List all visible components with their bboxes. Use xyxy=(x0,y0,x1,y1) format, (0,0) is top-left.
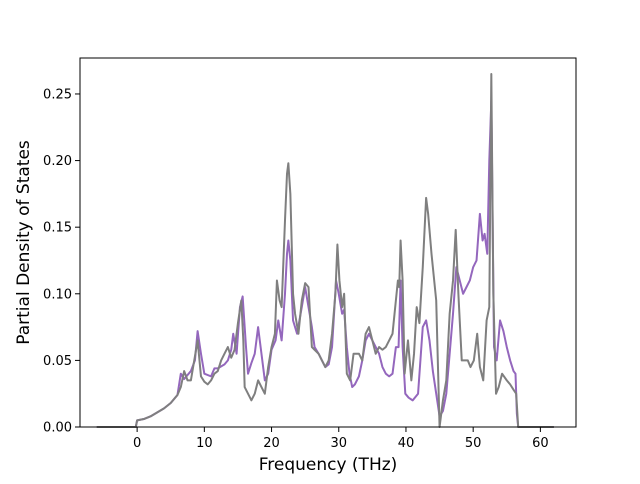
x-axis-label: Frequency (THz) xyxy=(259,455,398,475)
x-tick-label: 60 xyxy=(532,436,549,451)
x-tick-label: 40 xyxy=(398,436,415,451)
y-tick-label: 0.10 xyxy=(43,287,72,302)
x-tick-label: 0 xyxy=(133,436,141,451)
x-tick-label: 10 xyxy=(196,436,213,451)
x-axis-ticks: 0 10 20 30 40 50 60 xyxy=(133,427,549,451)
y-axis-ticks: 0.00 0.05 0.10 0.15 0.20 0.25 xyxy=(43,87,80,436)
series-layer xyxy=(96,72,554,428)
y-axis-label: Partial Density of States xyxy=(14,140,34,345)
x-tick-label: 50 xyxy=(465,436,482,451)
y-tick-label: 0.05 xyxy=(43,354,72,369)
x-tick-label: 20 xyxy=(263,436,280,451)
y-tick-label: 0.00 xyxy=(43,421,72,436)
series-line-2 xyxy=(96,72,554,428)
x-tick-label: 30 xyxy=(330,436,347,451)
plot-frame xyxy=(79,57,577,428)
y-tick-label: 0.20 xyxy=(43,154,72,169)
y-tick-label: 0.15 xyxy=(43,221,72,236)
y-tick-label: 0.25 xyxy=(43,87,72,102)
plot-area xyxy=(80,58,576,427)
